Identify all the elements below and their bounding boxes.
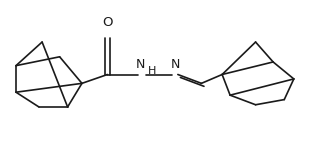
Text: O: O	[102, 16, 113, 29]
Text: N: N	[170, 58, 180, 71]
Text: H: H	[148, 66, 156, 76]
Text: N: N	[136, 58, 146, 71]
